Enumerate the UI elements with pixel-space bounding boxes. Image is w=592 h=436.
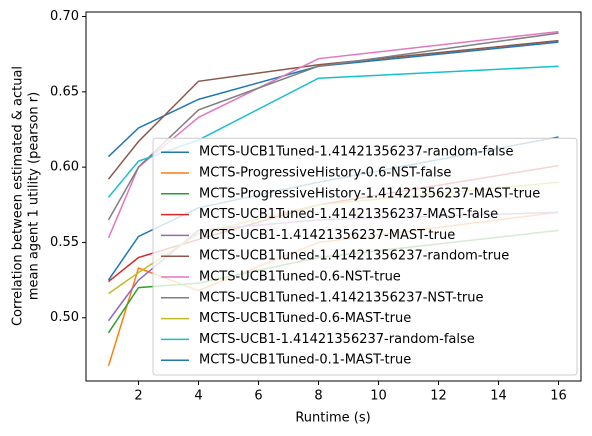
legend-label: MCTS-UCB1Tuned-0.1-MAST-true: [199, 353, 411, 368]
y-tick-label: 0.50: [50, 310, 79, 325]
x-tick-label: 2: [134, 389, 142, 404]
x-tick-label: 12: [430, 389, 447, 404]
series-line: [107, 39, 559, 180]
legend-label: MCTS-ProgressiveHistory-0.6-NST-false: [199, 166, 451, 181]
legend-label: MCTS-UCB1Tuned-1.41421356237-random-fals…: [199, 145, 513, 160]
x-axis-label: Runtime (s): [295, 411, 370, 426]
legend-label: MCTS-UCB1Tuned-1.41421356237-MAST-false: [199, 207, 498, 222]
x-tick-label: 14: [490, 389, 507, 404]
y-tick-label: 0.55: [50, 235, 79, 250]
legend-label: MCTS-UCB1-1.41421356237-random-false: [199, 332, 475, 347]
y-axis-label: Correlation between estimated & actual: [11, 66, 26, 326]
legend-label: MCTS-UCB1Tuned-1.41421356237-random-true: [199, 249, 509, 264]
y-axis-label: mean agent 1 utility (pearson r): [27, 92, 42, 300]
legend-box: [152, 137, 578, 376]
legend-label: MCTS-UCB1Tuned-1.41421356237-NST-true: [199, 290, 484, 305]
y-tick-label: 0.60: [50, 160, 79, 175]
x-tick-label: 8: [314, 389, 322, 404]
plot-frame: [85, 11, 582, 382]
x-tick-label: 16: [550, 389, 567, 404]
series-line: [107, 32, 559, 221]
y-tick-label: 0.65: [50, 84, 79, 99]
x-tick-label: 4: [194, 389, 202, 404]
series-line: [107, 41, 559, 158]
legend-label: MCTS-UCB1Tuned-0.6-MAST-true: [199, 311, 411, 326]
x-tick-label: 6: [254, 389, 262, 404]
legend-label: MCTS-UCB1-1.41421356237-MAST-true: [199, 228, 455, 243]
legend-label: MCTS-UCB1Tuned-0.6-NST-true: [199, 270, 401, 285]
y-tick-label: 0.70: [50, 9, 79, 24]
x-tick-label: 10: [370, 389, 387, 404]
legend-label: MCTS-ProgressiveHistory-1.41421356237-MA…: [199, 186, 540, 201]
series-line: [107, 30, 559, 239]
